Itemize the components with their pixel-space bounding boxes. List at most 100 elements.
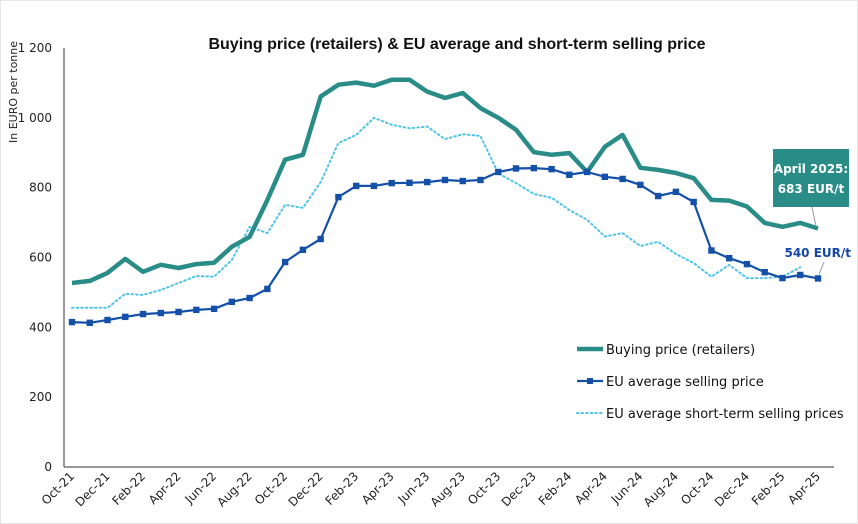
- x-tick-label: Aug-22: [214, 469, 254, 509]
- data-point-marker: [583, 168, 591, 176]
- y-tick-label: 1 200: [18, 41, 52, 55]
- annotation-text: April 2025:: [774, 162, 848, 176]
- legend-marker: [587, 378, 593, 384]
- annotation-text: 683 EUR/t: [778, 182, 845, 196]
- x-tick-label: Jun-24: [608, 469, 646, 507]
- x-tick-label: Oct-22: [252, 469, 290, 507]
- data-point-marker: [477, 176, 484, 184]
- data-point-marker: [157, 309, 165, 317]
- legend: Buying price (retailers) EU average selli…: [576, 343, 844, 422]
- y-tick-label: 0: [44, 460, 52, 474]
- data-point-marker: [370, 182, 378, 190]
- x-tick-label: Apr-24: [572, 469, 610, 507]
- data-point-marker: [246, 294, 253, 302]
- y-tick-label: 200: [29, 390, 52, 404]
- x-tick-label: Feb-25: [749, 469, 788, 508]
- data-point-marker: [690, 198, 697, 206]
- data-point-marker: [530, 164, 538, 172]
- y-axis-label: In EURO per tonne: [7, 41, 20, 143]
- series-line: [71, 116, 802, 309]
- annotation-buying-price: April 2025: 683 EUR/t: [773, 149, 849, 227]
- y-tick-label: 1 000: [18, 111, 52, 125]
- x-tick-label: Dec-22: [286, 469, 326, 509]
- y-tick-label: 800: [29, 181, 52, 195]
- legend-item: EU average selling price: [577, 375, 764, 390]
- data-point-marker: [335, 193, 342, 201]
- data-point-marker: [814, 275, 822, 282]
- x-tick-label: Dec-23: [499, 469, 539, 509]
- x-tick-label: Oct-23: [465, 469, 503, 507]
- x-tick-label: Dec-24: [712, 469, 752, 509]
- series-layer: [68, 77, 822, 326]
- legend-item: Buying price (retailers): [577, 343, 755, 358]
- data-point-marker: [122, 313, 129, 321]
- y-axis-ticks: 0 200 400 600 800 1 000 1 200: [18, 41, 52, 474]
- data-point-marker: [193, 306, 200, 314]
- legend-label: EU average selling price: [606, 375, 764, 390]
- data-point-marker: [388, 179, 395, 187]
- data-point-marker: [548, 165, 555, 173]
- data-point-marker: [281, 258, 289, 266]
- annotations: April 2025: 683 EUR/t 540 EUR/t: [773, 149, 851, 275]
- data-point-marker: [743, 260, 751, 268]
- annotation-box: [773, 149, 849, 207]
- x-tick-label: Apr-23: [359, 469, 397, 507]
- chart-title: Buying price (retailers) & EU average an…: [208, 36, 705, 53]
- data-point-marker: [86, 319, 93, 326]
- x-tick-label: Feb-22: [109, 469, 148, 508]
- data-point-marker: [175, 308, 182, 316]
- data-point-marker: [352, 182, 360, 190]
- series-buying-price-retailers: [71, 77, 819, 286]
- x-tick-label: Feb-23: [323, 469, 362, 508]
- x-tick-label: Feb-24: [536, 469, 575, 508]
- data-point-marker: [708, 247, 715, 254]
- data-point-marker: [264, 285, 271, 293]
- x-tick-label: Jun-23: [395, 469, 433, 507]
- y-tick-label: 600: [29, 251, 52, 265]
- data-point-marker: [104, 316, 111, 324]
- data-point-marker: [228, 298, 236, 306]
- data-point-marker: [779, 274, 786, 282]
- data-point-marker: [68, 318, 76, 326]
- x-tick-label: Oct-21: [39, 469, 77, 507]
- x-tick-label: Dec-21: [72, 469, 112, 509]
- annotation-leader-line: [811, 206, 817, 227]
- x-tick-label: Apr-25: [785, 469, 823, 507]
- data-point-marker: [459, 177, 466, 185]
- data-point-marker: [495, 168, 502, 176]
- series-eu-average-short-term-selling-prices: [71, 116, 802, 309]
- annotation-text: 540 EUR/t: [784, 246, 851, 260]
- series-line: [71, 77, 819, 286]
- annotation-leader-line: [818, 261, 825, 275]
- legend-label: Buying price (retailers): [606, 343, 755, 358]
- data-point-marker: [139, 310, 147, 318]
- data-point-marker: [441, 176, 449, 184]
- data-point-marker: [424, 178, 431, 186]
- series-eu-average-selling-price: [68, 164, 822, 326]
- y-tick-label: 400: [29, 320, 52, 334]
- x-tick-label: Aug-23: [428, 469, 468, 509]
- data-point-marker: [797, 271, 804, 279]
- data-point-marker: [566, 171, 573, 178]
- x-axis-ticks: Oct-21Dec-21Feb-22Apr-22Jun-22Aug-22Oct-…: [39, 469, 823, 509]
- x-tick-label: Aug-24: [641, 469, 681, 509]
- x-tick-label: Apr-22: [146, 469, 184, 507]
- legend-label: EU average short-term selling prices: [606, 407, 844, 422]
- data-point-marker: [601, 173, 609, 181]
- data-point-marker: [210, 305, 218, 313]
- data-point-marker: [637, 181, 644, 189]
- data-point-marker: [725, 254, 733, 262]
- x-tick-label: Jun-22: [181, 469, 219, 507]
- data-point-marker: [406, 179, 413, 186]
- data-point-marker: [619, 175, 626, 183]
- legend-item: EU average short-term selling prices: [576, 407, 844, 422]
- data-point-marker: [299, 246, 307, 254]
- data-point-marker: [761, 268, 768, 276]
- data-point-marker: [654, 192, 662, 200]
- data-point-marker: [317, 235, 324, 243]
- data-point-marker: [512, 165, 520, 172]
- x-tick-label: Oct-24: [678, 469, 716, 507]
- annotation-eu-average: 540 EUR/t: [784, 246, 851, 275]
- data-point-marker: [672, 188, 680, 196]
